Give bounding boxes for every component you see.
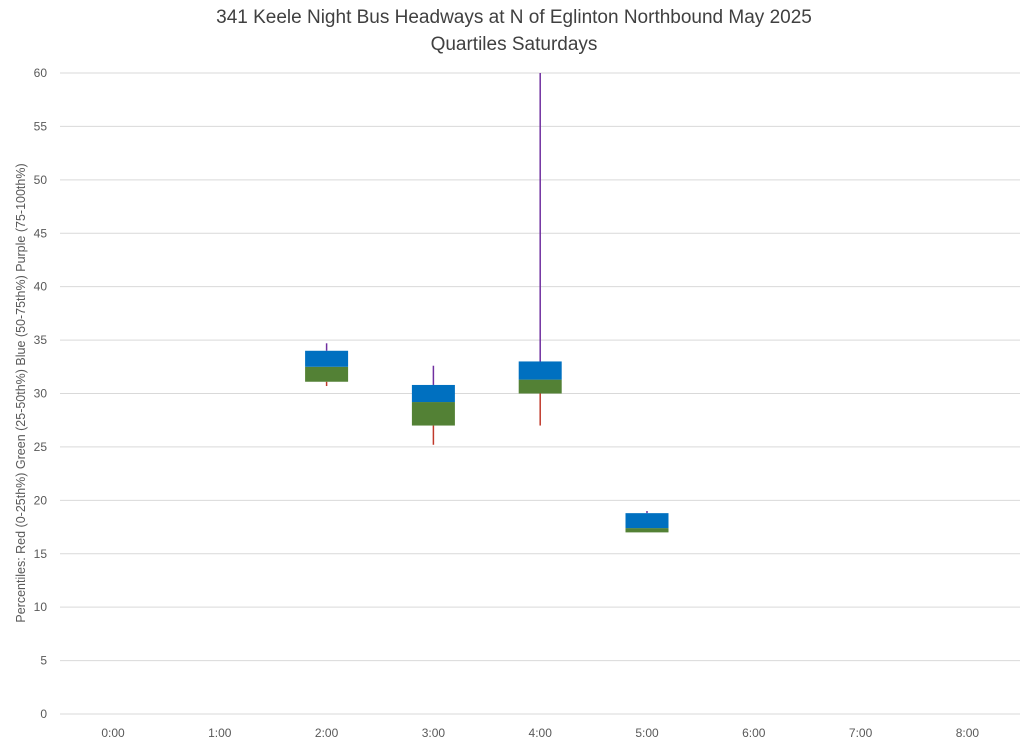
y-tick-label: 55 xyxy=(34,119,48,133)
x-tick-label: 3:00 xyxy=(422,726,446,740)
y-tick-label: 35 xyxy=(34,333,48,347)
chart-subtitle: Quartiles Saturdays xyxy=(431,34,598,55)
x-tick-label: 8:00 xyxy=(956,726,980,740)
y-tick-label: 20 xyxy=(34,493,48,507)
x-tick-label: 2:00 xyxy=(315,726,339,740)
y-tick-label: 10 xyxy=(34,600,48,614)
x-tick-labels: 0:00 1:00 2:00 3:00 4:00 5:00 6:00 7:00 8:00 xyxy=(101,726,979,740)
box-upper-segment xyxy=(518,361,562,380)
box-lower-segment xyxy=(625,528,669,533)
box-upper-segment xyxy=(305,350,349,367)
box-4-00 xyxy=(518,73,562,426)
y-tick-label: 45 xyxy=(34,226,48,240)
x-tick-label: 5:00 xyxy=(635,726,659,740)
y-tick-label: 40 xyxy=(34,280,48,294)
x-tick-label: 0:00 xyxy=(101,726,125,740)
box-upper-segment xyxy=(625,513,669,529)
box-upper-segment xyxy=(411,384,455,403)
box-lower-segment xyxy=(305,366,349,382)
box-5-00 xyxy=(625,511,669,533)
box-lower-segment xyxy=(518,379,562,394)
y-tick-label: 25 xyxy=(34,440,48,454)
y-tick-label: 5 xyxy=(40,654,47,668)
box-2-00 xyxy=(305,343,349,387)
y-tick-labels: 0 5 10 15 20 25 30 35 40 45 50 55 60 xyxy=(34,66,48,721)
x-tick-label: 7:00 xyxy=(849,726,873,740)
chart-title: 341 Keele Night Bus Headways at N of Egl… xyxy=(216,7,812,28)
x-tick-label: 4:00 xyxy=(529,726,553,740)
y-tick-label: 15 xyxy=(34,547,48,561)
y-tick-label: 30 xyxy=(34,387,48,401)
y-tick-label: 0 xyxy=(40,707,47,721)
x-tick-label: 6:00 xyxy=(742,726,766,740)
y-axis-title: Percentiles: Red (0-25th%) Green (25-50t… xyxy=(14,163,28,622)
box-lower-segment xyxy=(411,402,455,426)
y-tick-label: 60 xyxy=(34,66,48,80)
x-tick-label: 1:00 xyxy=(208,726,232,740)
box-3-00 xyxy=(411,365,455,445)
boxes xyxy=(305,73,669,533)
y-tick-label: 50 xyxy=(34,173,48,187)
